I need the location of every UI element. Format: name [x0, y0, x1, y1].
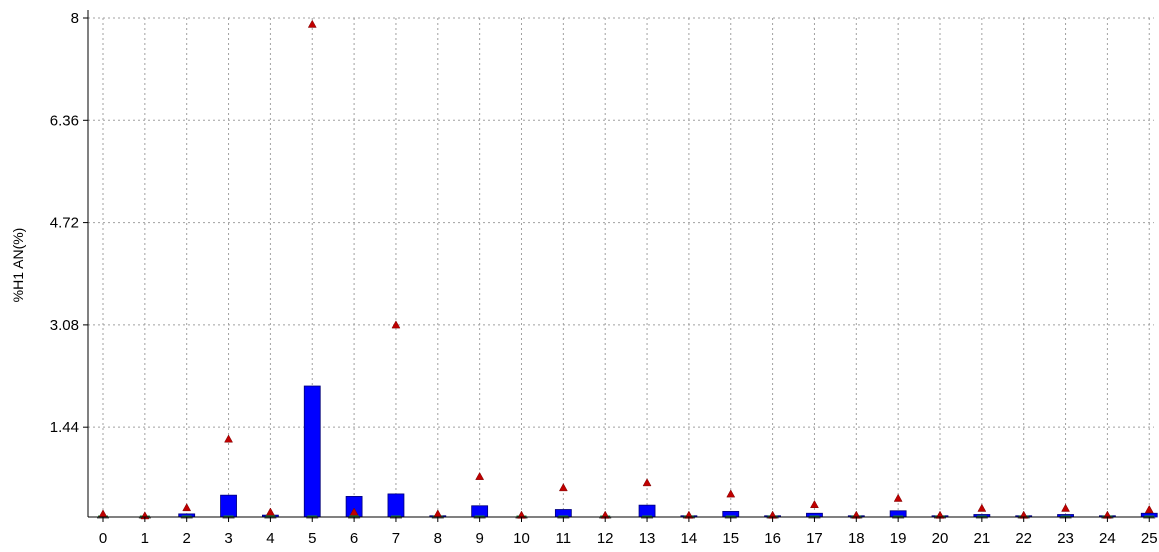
x-tick-label: 20	[932, 530, 949, 547]
boxes	[97, 385, 1158, 519]
x-tick-label: 15	[722, 530, 739, 547]
max-marker	[642, 478, 652, 487]
max-marker	[433, 509, 443, 518]
box	[303, 385, 321, 518]
x-tick-label: 25	[1141, 530, 1158, 547]
x-tick-label: 22	[1015, 530, 1032, 547]
max-marker	[558, 483, 568, 492]
grid	[88, 17, 1154, 517]
max-marker	[475, 471, 485, 480]
max-marker	[98, 509, 108, 518]
y-tick-label: 4.72	[50, 215, 79, 232]
x-tick-label: 10	[513, 530, 530, 547]
x-tick-label: 6	[350, 530, 358, 547]
x-tick-label: 18	[848, 530, 865, 547]
max-marker	[182, 503, 192, 512]
max-marker	[307, 19, 317, 28]
x-tick-label: 14	[681, 530, 698, 547]
x-tick-label: 3	[224, 530, 232, 547]
max-marker	[977, 503, 987, 512]
y-tick-label: 1.44	[50, 419, 79, 436]
max-marker	[265, 507, 275, 516]
y-axis-label: %H1 AN(%)	[10, 228, 26, 303]
x-tick-label: 5	[308, 530, 316, 547]
y-tick-label: 6.36	[50, 112, 79, 129]
box	[387, 493, 405, 518]
x-tick-label: 16	[764, 530, 781, 547]
max-markers	[98, 19, 1154, 520]
max-marker	[349, 507, 359, 516]
x-tick-label: 17	[806, 530, 823, 547]
max-marker	[1144, 505, 1154, 513]
max-marker	[391, 320, 401, 329]
x-tick-label: 23	[1057, 530, 1074, 547]
box	[471, 505, 489, 518]
x-tick-labels: 0 1 2 3 4 5 6 7 8 9 10 11 12 13 14 15 16 17 18 19 20 21 22 23 24…	[99, 530, 1158, 547]
x-tick-label: 11	[556, 530, 572, 547]
box	[220, 494, 237, 518]
x-tick-label: 0	[99, 530, 107, 547]
x-tick-label: 2	[183, 530, 191, 547]
y-tick-label: 8	[71, 10, 79, 27]
max-marker	[893, 493, 903, 502]
x-tick-label: 1	[141, 530, 149, 547]
max-marker	[810, 500, 819, 508]
x-tick-label: 19	[890, 530, 907, 547]
x-tick-label: 8	[434, 530, 442, 547]
max-marker	[726, 489, 736, 498]
max-marker	[1061, 503, 1070, 512]
y-tick-label: 3.08	[50, 317, 79, 334]
x-tick-label: 24	[1099, 530, 1116, 547]
x-tick-label: 7	[392, 530, 400, 547]
x-tick-label: 12	[597, 530, 614, 547]
y-tick-labels: 1.44 3.08 4.72 6.36 8	[50, 10, 79, 436]
x-tick-label: 9	[475, 530, 483, 547]
axes	[83, 10, 1154, 522]
x-tick-label: 4	[266, 530, 274, 547]
max-marker	[224, 434, 233, 443]
x-tick-label: 13	[639, 530, 656, 547]
x-tick-label: 21	[974, 530, 991, 547]
box	[638, 504, 656, 518]
